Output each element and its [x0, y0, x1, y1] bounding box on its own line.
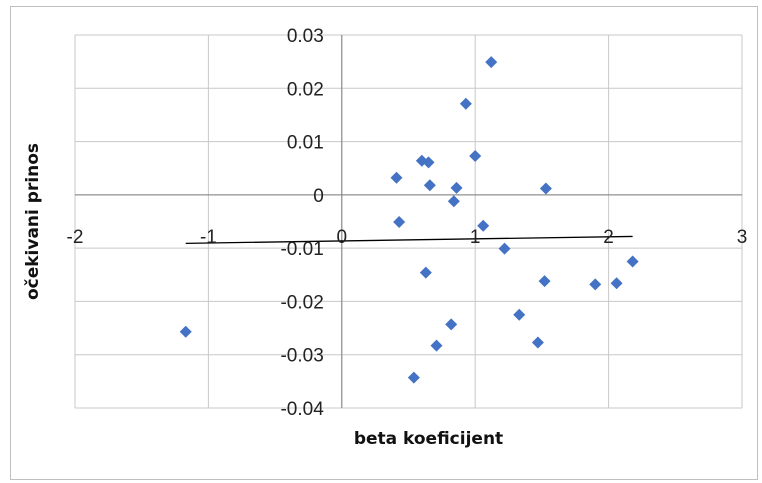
- x-tick-label: 3: [737, 227, 748, 248]
- data-point: [419, 266, 432, 279]
- y-tick-label: -0.03: [280, 346, 323, 367]
- x-tick-label: -2: [67, 227, 84, 248]
- data-point: [447, 195, 460, 208]
- y-tick-label: 0.03: [287, 26, 324, 47]
- x-axis-title: beta koeficijent: [354, 429, 503, 449]
- data-point: [423, 179, 436, 192]
- x-tick-label: 0: [337, 227, 348, 248]
- trendline-group: [185, 235, 633, 244]
- data-points: [179, 56, 639, 384]
- data-point: [390, 171, 403, 184]
- data-point: [513, 308, 526, 321]
- data-point: [589, 278, 602, 291]
- axes: [75, 35, 742, 408]
- y-tick-label: 0: [313, 186, 324, 207]
- y-tick-label: 0.02: [287, 79, 324, 100]
- data-point: [459, 97, 472, 110]
- data-point: [538, 275, 551, 288]
- x-tick-label: 1: [470, 227, 481, 248]
- y-tick-label: -0.04: [280, 399, 324, 420]
- x-tick-label: 2: [603, 227, 614, 248]
- data-point: [477, 219, 490, 232]
- data-point: [531, 336, 544, 349]
- data-point: [485, 56, 498, 69]
- data-point: [610, 277, 623, 290]
- x-tick-labels: -2 -1 0 1 2 3: [67, 227, 748, 248]
- chart-frame: [10, 6, 758, 480]
- data-point: [179, 325, 192, 338]
- data-point: [450, 181, 463, 194]
- y-tick-label: -0.01: [280, 239, 323, 260]
- data-point: [430, 339, 443, 352]
- y-tick-labels: 0.03 0.02 0.01 0 -0.01 -0.02 -0.03 -0.04: [280, 26, 324, 420]
- data-point: [422, 156, 435, 169]
- data-point: [445, 318, 458, 331]
- data-point: [407, 371, 420, 384]
- trendline: [185, 235, 633, 244]
- y-axis-title: očekivani prinos: [23, 143, 43, 300]
- vertical-gridlines: [74, 35, 743, 408]
- data-point: [626, 255, 639, 268]
- data-point: [469, 149, 482, 162]
- y-tick-label: -0.02: [280, 292, 323, 313]
- horizontal-gridlines: [75, 34, 742, 409]
- data-point: [539, 182, 552, 195]
- y-tick-label: 0.01: [287, 133, 324, 154]
- data-point: [498, 242, 511, 255]
- x-tick-label: -1: [200, 227, 217, 248]
- data-point: [393, 216, 406, 229]
